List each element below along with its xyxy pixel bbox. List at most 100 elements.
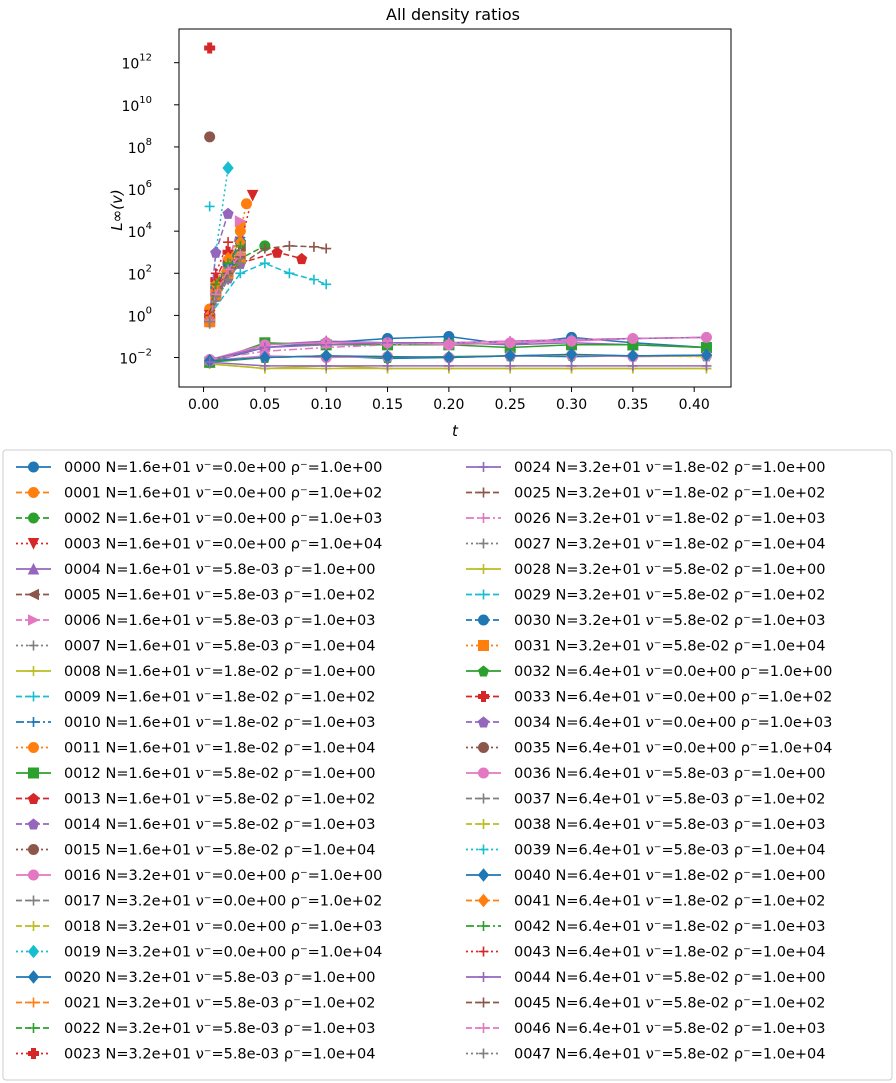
- legend-label: 0040 N=6.4e+01 ν⁻=1.8e-02 ρ⁻=1.0e+00: [514, 868, 825, 884]
- data-point: [382, 339, 393, 350]
- data-point: [223, 274, 234, 285]
- data-point: [28, 1023, 39, 1033]
- data-point: [478, 844, 489, 855]
- legend-entry: 0038 N=6.4e+01 ν⁻=5.8e-03 ρ⁻=1.0e+03: [466, 817, 825, 833]
- data-point: [565, 347, 578, 362]
- x-tick-label: 0.15: [372, 397, 403, 413]
- legend-entry: 0015 N=1.6e+01 ν⁻=5.8e-02 ρ⁻=1.0e+04: [16, 843, 375, 859]
- data-point: [210, 279, 221, 290]
- data-point: [478, 819, 489, 829]
- legend-label: 0022 N=3.2e+01 ν⁻=5.8e-03 ρ⁻=1.0e+03: [64, 1021, 375, 1037]
- series-line: [208, 253, 241, 321]
- data-point: [321, 243, 332, 254]
- legend-label: 0039 N=6.4e+01 ν⁻=5.8e-03 ρ⁻=1.0e+04: [514, 843, 825, 859]
- legend-entry: 0044 N=6.4e+01 ν⁻=5.8e-02 ρ⁻=1.0e+00: [466, 970, 825, 986]
- data-point: [28, 767, 39, 779]
- legend-entry: 0014 N=1.6e+01 ν⁻=5.8e-02 ρ⁻=1.0e+03: [16, 817, 375, 833]
- legend-label: 0046 N=6.4e+01 ν⁻=5.8e-02 ρ⁻=1.0e+03: [514, 1021, 825, 1037]
- legend-entry: 0008 N=1.6e+01 ν⁻=1.8e-02 ρ⁻=1.0e+00: [16, 664, 375, 680]
- legend-entry: 0016 N=3.2e+01 ν⁻=0.0e+00 ρ⁻=1.0e+00: [16, 868, 382, 884]
- data-point: [478, 997, 489, 1008]
- data-point: [204, 316, 215, 327]
- data-point: [222, 161, 234, 175]
- legend-label: 0026 N=3.2e+01 ν⁻=1.8e-02 ρ⁻=1.0e+03: [514, 511, 825, 527]
- legend-entry: 0041 N=6.4e+01 ν⁻=1.8e-02 ρ⁻=1.0e+02: [466, 894, 825, 910]
- series-23: [204, 42, 216, 54]
- legend-entry: 0042 N=6.4e+01 ν⁻=1.8e-02 ρ⁻=1.0e+03: [466, 919, 825, 935]
- data-point: [271, 246, 283, 258]
- legend-label: 0017 N=3.2e+01 ν⁻=0.0e+00 ρ⁻=1.0e+02: [64, 894, 382, 910]
- series-39: [204, 201, 215, 212]
- data-point: [505, 360, 516, 371]
- x-tick-label: 0.05: [249, 397, 280, 413]
- series-line: [208, 241, 241, 322]
- legend-entry: 0027 N=3.2e+01 ν⁻=1.8e-02 ρ⁻=1.0e+04: [466, 537, 825, 553]
- series-line: [209, 262, 327, 316]
- legend-label: 0021 N=3.2e+01 ν⁻=5.8e-03 ρ⁻=1.0e+02: [64, 996, 375, 1012]
- data-point: [308, 274, 319, 285]
- legend-entry: 0036 N=6.4e+01 ν⁻=5.8e-03 ρ⁻=1.0e+00: [466, 766, 825, 782]
- y-tick-label: 100: [128, 305, 152, 325]
- y-tick-exp: 6: [146, 179, 152, 190]
- y-tick-base: 10: [128, 183, 146, 199]
- legend-entry: 0024 N=3.2e+01 ν⁻=1.8e-02 ρ⁻=1.0e+00: [466, 460, 825, 476]
- data-point: [27, 588, 39, 601]
- data-point: [566, 360, 577, 371]
- legend: 0000 N=1.6e+01 ν⁻=0.0e+00 ρ⁻=1.0e+00 0001…: [16, 460, 832, 1063]
- legend-entry: 0033 N=6.4e+01 ν⁻=0.0e+00 ρ⁻=1.0e+02: [466, 690, 832, 706]
- data-point: [27, 818, 40, 830]
- data-point: [222, 207, 234, 219]
- series-line: [208, 241, 241, 316]
- legend-label: 0013 N=1.6e+01 ν⁻=5.8e-02 ρ⁻=1.0e+02: [64, 792, 375, 808]
- legend-label: 0031 N=3.2e+01 ν⁻=5.8e-02 ρ⁻=1.0e+04: [514, 639, 825, 655]
- data-point: [28, 717, 39, 727]
- data-point: [478, 742, 489, 753]
- data-point: [505, 336, 516, 347]
- legend-entry: 0021 N=3.2e+01 ν⁻=5.8e-03 ρ⁻=1.0e+02: [16, 996, 375, 1012]
- y-tick-exp: 10: [139, 95, 152, 106]
- data-point: [223, 264, 234, 275]
- legend-entry: 0000 N=1.6e+01 ν⁻=0.0e+00 ρ⁻=1.0e+00: [16, 460, 382, 476]
- legend-label: 0030 N=3.2e+01 ν⁻=5.8e-02 ρ⁻=1.0e+03: [514, 613, 825, 629]
- legend-entry: 0023 N=3.2e+01 ν⁻=5.8e-03 ρ⁻=1.0e+04: [16, 1047, 375, 1063]
- data-point: [210, 295, 221, 306]
- data-point: [210, 246, 222, 258]
- data-point: [259, 258, 270, 269]
- data-point: [443, 337, 454, 348]
- data-point: [234, 215, 247, 227]
- legend-label: 0024 N=3.2e+01 ν⁻=1.8e-02 ρ⁻=1.0e+00: [514, 460, 825, 476]
- x-tick-label: 0.20: [433, 397, 464, 413]
- data-point: [478, 614, 489, 626]
- legend-entry: 0005 N=1.6e+01 ν⁻=5.8e-03 ρ⁻=1.0e+02: [16, 588, 375, 604]
- legend-label: 0001 N=1.6e+01 ν⁻=0.0e+00 ρ⁻=1.0e+02: [64, 486, 382, 502]
- data-point: [240, 198, 252, 210]
- legend-label: 0006 N=1.6e+01 ν⁻=5.8e-03 ρ⁻=1.0e+03: [64, 613, 375, 629]
- legend-entry: 0020 N=3.2e+01 ν⁻=5.8e-03 ρ⁻=1.0e+00: [16, 970, 375, 986]
- data-point: [478, 513, 489, 523]
- data-point: [701, 332, 712, 343]
- legend-entry: 0009 N=1.6e+01 ν⁻=1.8e-02 ρ⁻=1.0e+02: [16, 690, 375, 706]
- y-tick-label: 108: [128, 137, 152, 157]
- data-point: [478, 691, 489, 702]
- legend-label: 0009 N=1.6e+01 ν⁻=1.8e-02 ρ⁻=1.0e+02: [64, 690, 375, 706]
- legend-frame: [2, 449, 893, 1081]
- series-44: [204, 357, 712, 371]
- data-point: [478, 972, 489, 982]
- legend-entry: 0006 N=1.6e+01 ν⁻=5.8e-03 ρ⁻=1.0e+03: [16, 613, 375, 629]
- legend-entry: 0040 N=6.4e+01 ν⁻=1.8e-02 ρ⁻=1.0e+00: [466, 868, 825, 884]
- legend-entry: 0003 N=1.6e+01 ν⁻=0.0e+00 ρ⁻=1.0e+04: [16, 537, 382, 553]
- data-point: [28, 512, 39, 524]
- x-tick-label: 0.30: [556, 397, 587, 413]
- legend-label: 0019 N=3.2e+01 ν⁻=0.0e+00 ρ⁻=1.0e+04: [64, 945, 382, 961]
- y-tick-base: 10: [128, 309, 146, 325]
- y-tick-exp: 12: [139, 53, 152, 64]
- data-point: [210, 268, 221, 279]
- series-line: [208, 203, 248, 318]
- y-tick-exp: 0: [146, 305, 152, 316]
- legend-label: 0016 N=3.2e+01 ν⁻=0.0e+00 ρ⁻=1.0e+00: [64, 868, 382, 884]
- legend-entry: 0032 N=6.4e+01 ν⁻=0.0e+00 ρ⁻=1.0e+00: [466, 664, 832, 680]
- legend-label: 0028 N=3.2e+01 ν⁻=5.8e-02 ρ⁻=1.0e+00: [514, 562, 825, 578]
- legend-label: 0042 N=6.4e+01 ν⁻=1.8e-02 ρ⁻=1.0e+03: [514, 919, 825, 935]
- series-35: [204, 131, 216, 143]
- y-tick-base: 10: [128, 141, 146, 157]
